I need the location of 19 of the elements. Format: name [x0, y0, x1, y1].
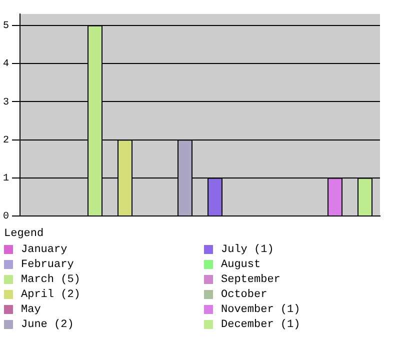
y-tick-label: 2	[2, 135, 9, 146]
y-tick-label: 3	[2, 97, 9, 108]
legend-label: March (5)	[21, 274, 80, 286]
y-tick-label: 4	[2, 59, 9, 70]
legend-title: Legend	[4, 228, 45, 240]
legend-label: August	[221, 258, 261, 270]
legend-label: October	[221, 288, 268, 300]
legend-label: May	[21, 304, 41, 316]
y-tick-label: 1	[2, 174, 9, 185]
legend-label: January	[21, 244, 68, 256]
legend-label: June (2)	[21, 318, 74, 330]
legend-label: April (2)	[21, 288, 80, 300]
legend-label: February	[21, 258, 74, 270]
legend-label: November (1)	[221, 304, 300, 316]
legend-label: December (1)	[221, 318, 300, 330]
legend-label: July (1)	[221, 244, 274, 256]
y-tick-label: 0	[2, 212, 9, 223]
legend-label: September	[221, 274, 280, 286]
y-tick-label: 5	[2, 21, 9, 32]
